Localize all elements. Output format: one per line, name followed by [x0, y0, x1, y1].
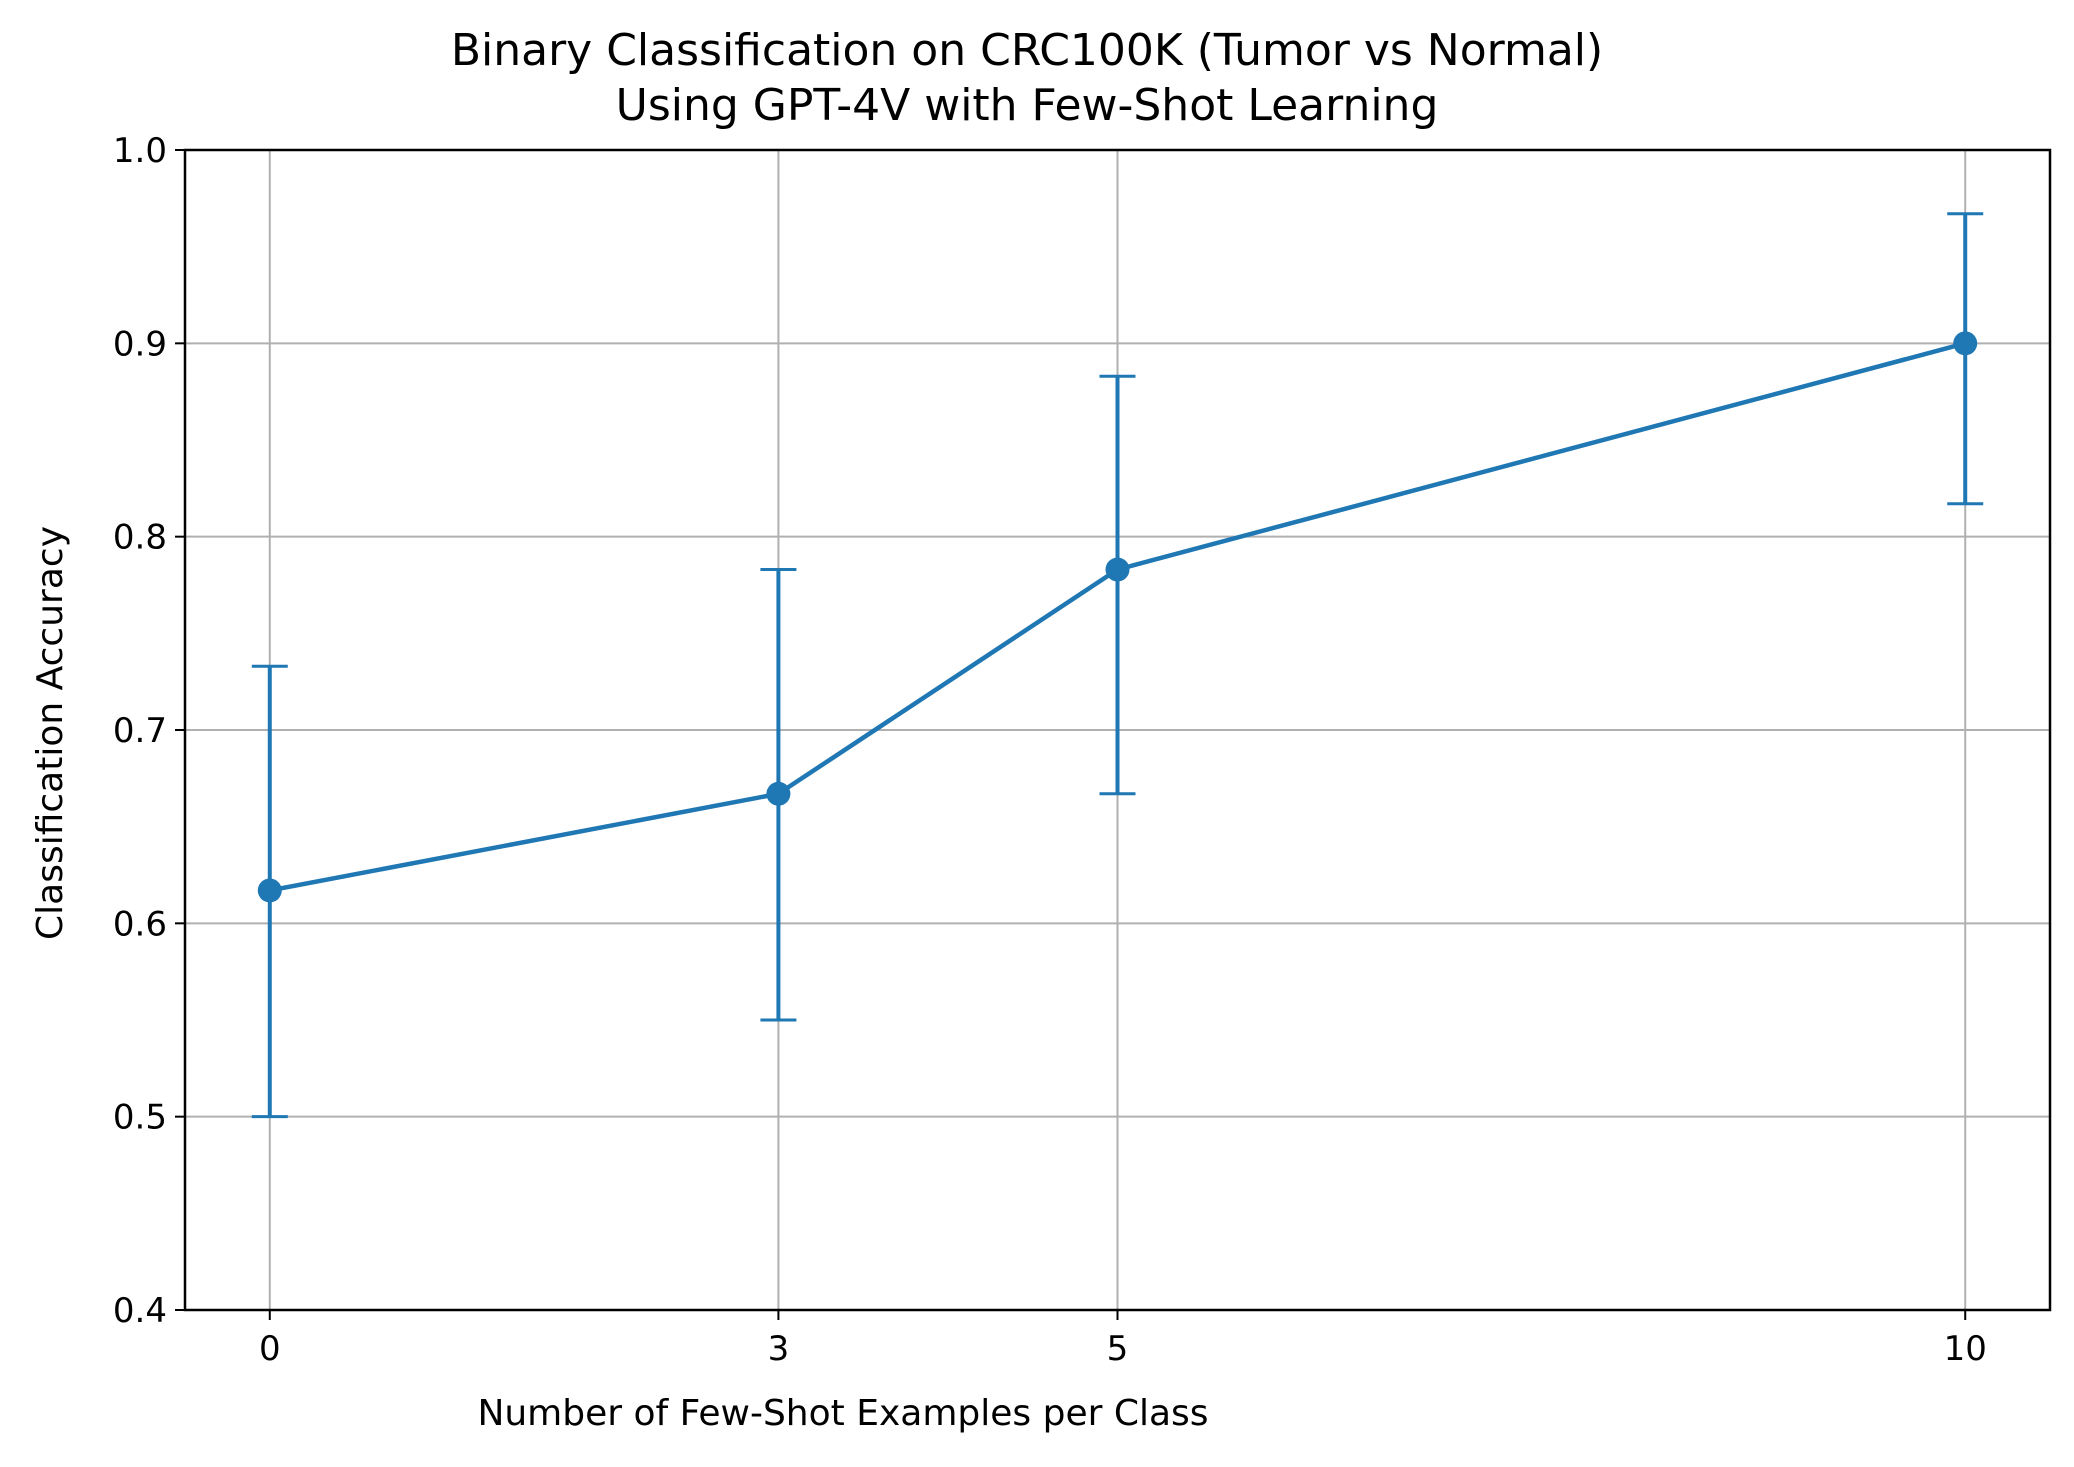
data-point — [257, 878, 282, 903]
y-tick-label: 0.5 — [113, 1098, 167, 1138]
y-tick-label: 1.0 — [113, 131, 167, 171]
series-line — [269, 341, 1966, 893]
data-points — [257, 331, 1978, 903]
y-tick-label: 0.9 — [113, 324, 167, 364]
x-tick-label: 3 — [768, 1329, 790, 1369]
accuracy-line — [269, 341, 1966, 893]
y-axis-label: Classification Accuracy — [30, 526, 71, 940]
y-axis-ticks: 0.4 0.5 0.6 0.7 0.8 0.9 1.0 — [113, 131, 185, 1331]
y-tick-label: 0.7 — [113, 711, 167, 751]
x-axis-label: Number of Few-Shot Examples per Class — [477, 1393, 1208, 1434]
error-bars — [251, 212, 1984, 1119]
x-tick-label: 5 — [1107, 1329, 1129, 1369]
y-tick-label: 0.4 — [113, 1291, 167, 1331]
x-tick-label: 10 — [1944, 1329, 1987, 1369]
data-point — [766, 781, 791, 806]
y-tick-label: 0.6 — [113, 904, 167, 944]
y-tick-label: 0.8 — [113, 518, 167, 558]
x-tick-label: 0 — [259, 1329, 281, 1369]
chart-title-line-2: Using GPT-4V with Few-Shot Learning — [616, 80, 1439, 131]
x-axis-ticks: 0 3 5 10 — [259, 1310, 1987, 1369]
data-point — [1105, 557, 1130, 582]
chart-title-line-1: Binary Classification on CRC100K (Tumor … — [451, 25, 1603, 76]
data-point — [1953, 331, 1978, 356]
